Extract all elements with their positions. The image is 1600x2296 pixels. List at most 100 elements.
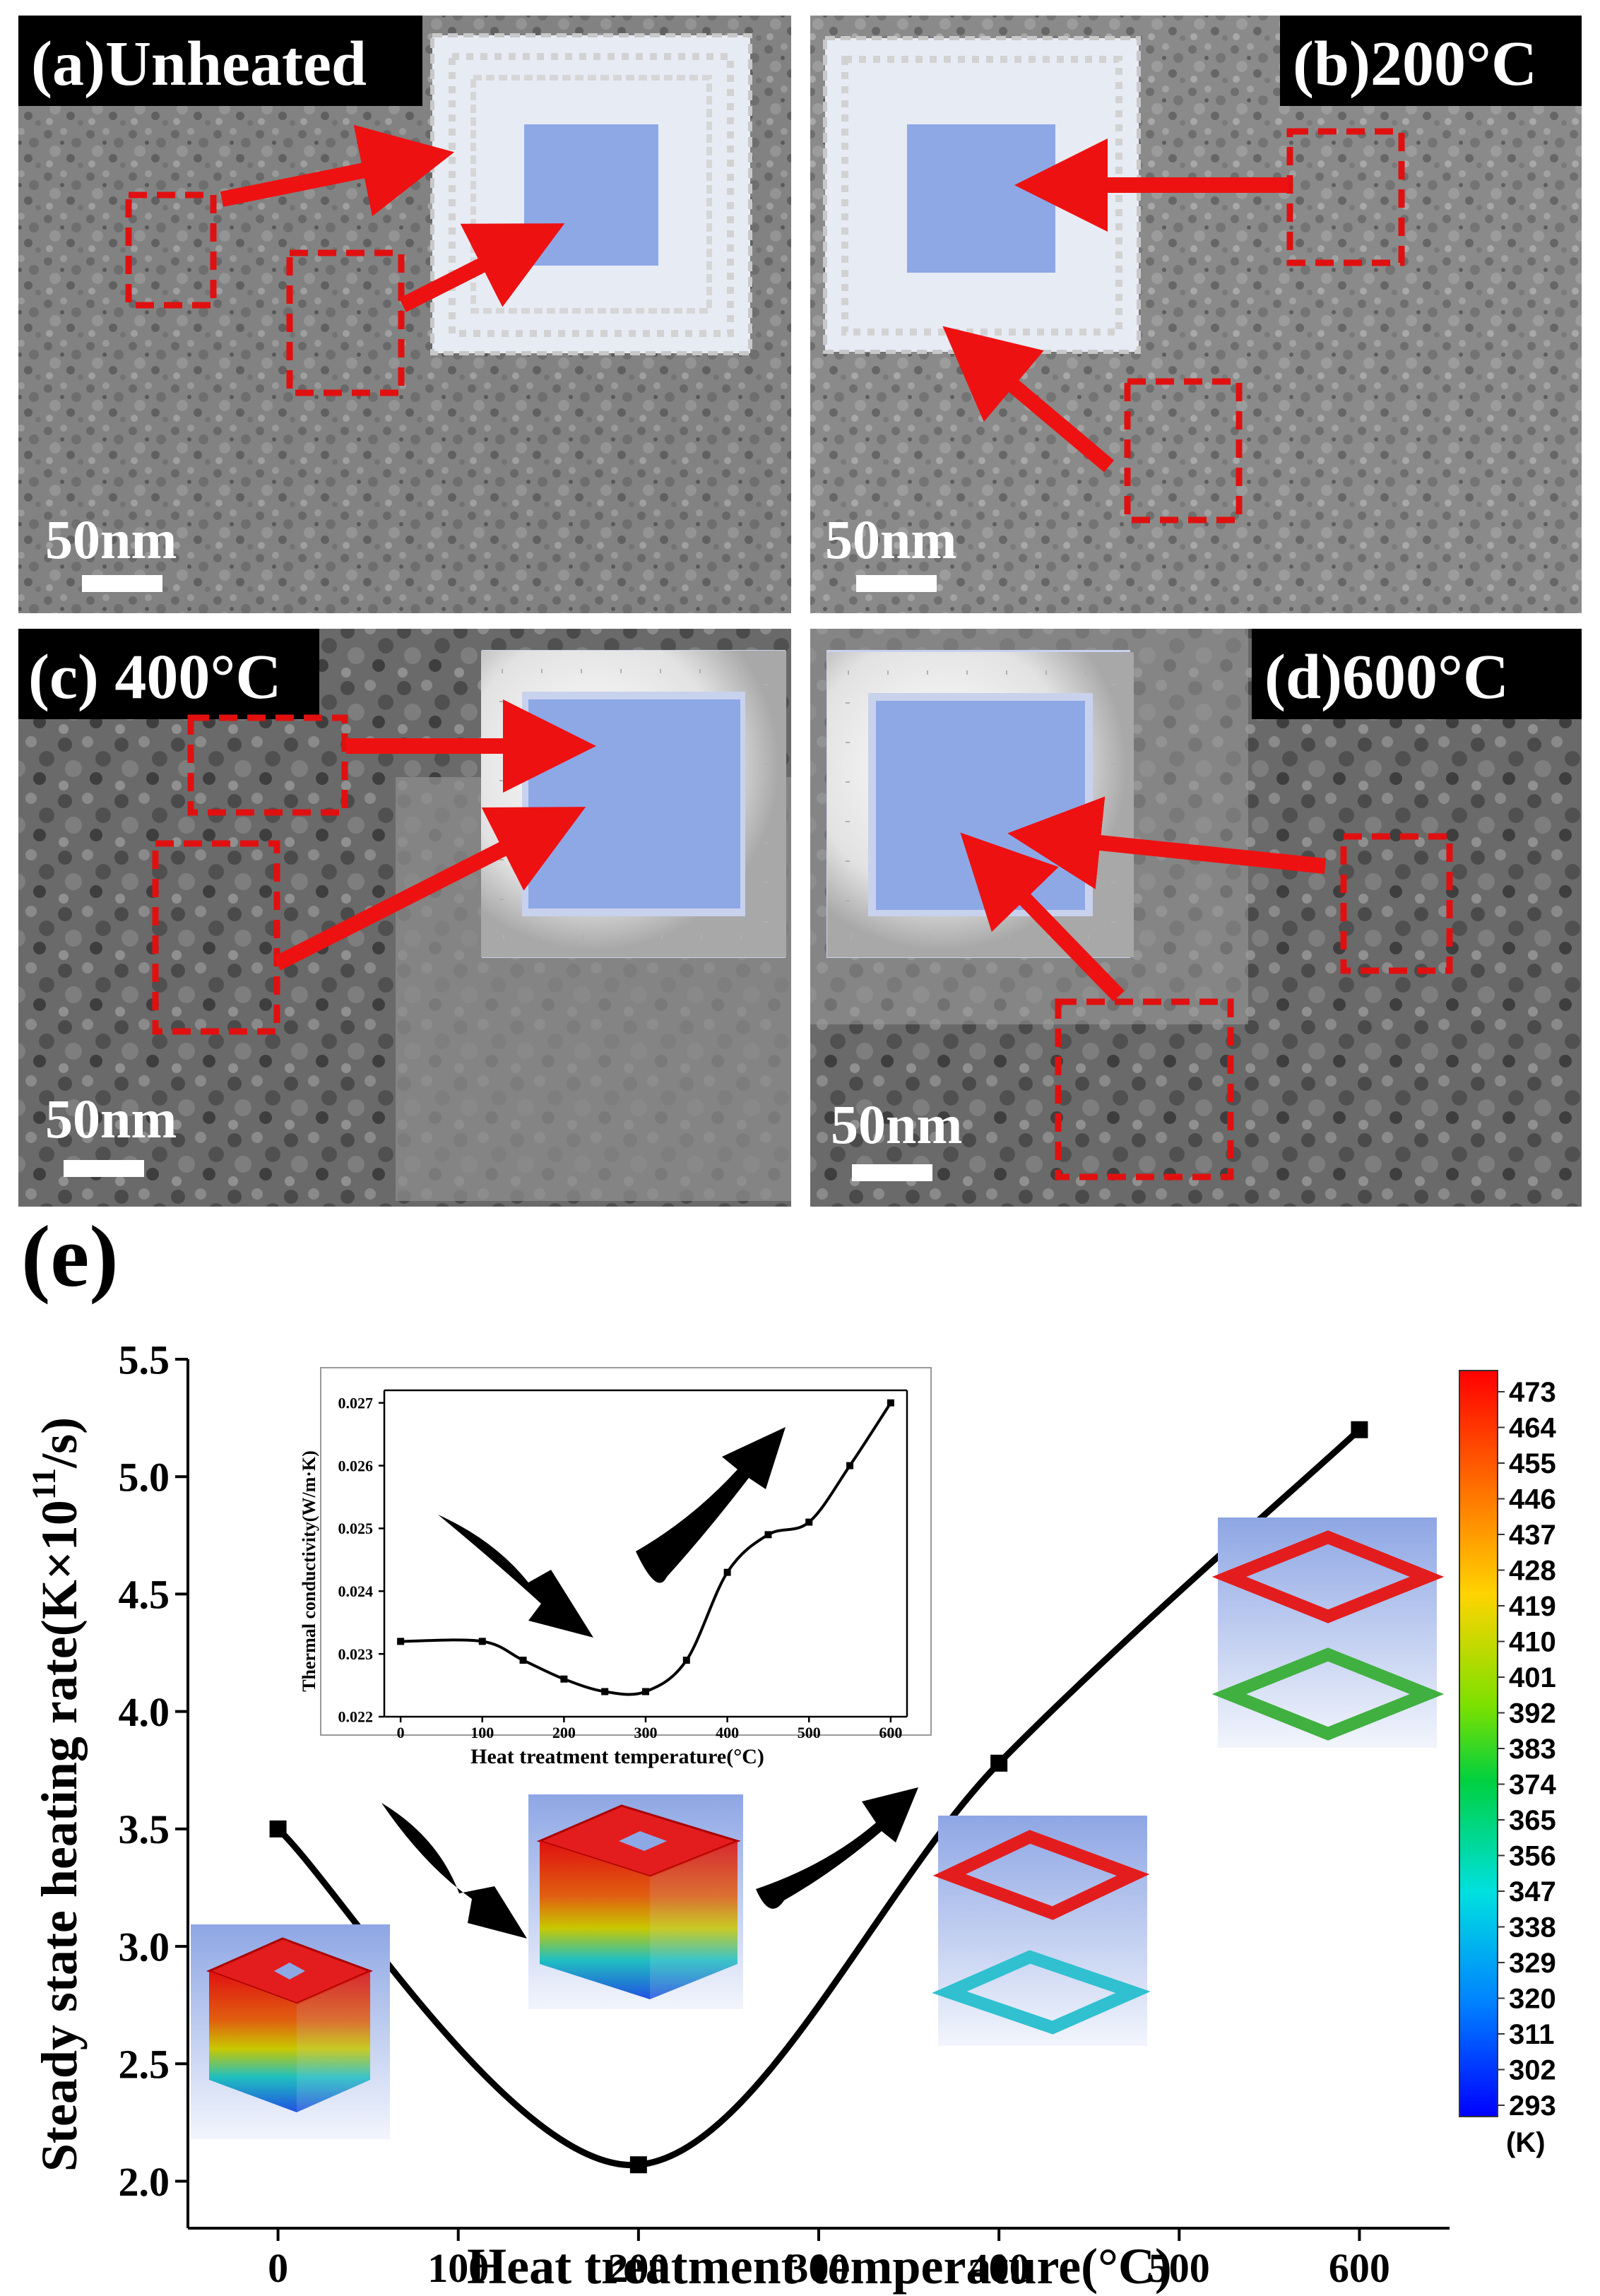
selection-box-d2 bbox=[1055, 998, 1234, 1180]
panel-c-label: (c) 400°C bbox=[28, 642, 281, 712]
colorbar-label-4: 437 bbox=[1509, 1520, 1556, 1551]
main-data-point-2 bbox=[990, 1754, 1008, 1772]
main-data-point-0 bbox=[269, 1820, 287, 1838]
panel-d-label: (d)600°C bbox=[1264, 642, 1509, 712]
arrow-a2 bbox=[399, 223, 565, 312]
pore-model-d bbox=[826, 650, 1134, 958]
inset-x-tick-label: 300 bbox=[634, 1724, 658, 1741]
main-y-tick-label: 5.0 bbox=[119, 1455, 170, 1501]
main-y-axis-label-end: /s) bbox=[31, 1417, 88, 1469]
arrow-d1 bbox=[1007, 796, 1327, 889]
colorbar-label-13: 356 bbox=[1509, 1841, 1556, 1872]
selection-box-b2 bbox=[1124, 378, 1243, 523]
inset-chart: 0 100 200 300 400 500 600 0.022 0.023 0.024 0.025 0… bbox=[299, 1367, 932, 1768]
inset-x-tick-label: 500 bbox=[798, 1724, 821, 1741]
colorbar-label-10: 383 bbox=[1509, 1734, 1556, 1765]
colorbar-label-6: 419 bbox=[1509, 1591, 1556, 1622]
trend-arrow-up-inset bbox=[636, 1427, 786, 1583]
inset-series-points bbox=[397, 1399, 894, 1696]
inset-data-point-3 bbox=[560, 1675, 568, 1683]
inset-data-point-2 bbox=[519, 1657, 527, 1664]
inset-data-point-10 bbox=[846, 1462, 854, 1469]
inset-y-tick-label: 0.026 bbox=[338, 1457, 374, 1474]
main-y-tick-label: 3.5 bbox=[119, 1806, 170, 1852]
panel-a-label: (a)Unheated bbox=[31, 29, 367, 99]
inset-data-point-7 bbox=[723, 1568, 731, 1576]
panel-b-label-box: (b)200°C bbox=[1280, 16, 1582, 106]
selection-box-c2 bbox=[152, 840, 280, 1035]
scale-bar-a: 50nm bbox=[45, 509, 177, 592]
arrow-d2 bbox=[960, 832, 1125, 1002]
trend-arrows-main bbox=[381, 1787, 918, 1939]
selection-box-a1 bbox=[125, 191, 217, 309]
main-x-tick-label: 500 bbox=[1149, 2245, 1210, 2291]
selection-box-c1 bbox=[187, 714, 348, 816]
main-series-curve bbox=[275, 1427, 1362, 2168]
scale-bar-b: 50nm bbox=[825, 509, 956, 592]
inset-x-tick-label: 0 bbox=[397, 1724, 405, 1741]
inset-data-point-0 bbox=[397, 1638, 405, 1645]
main-x-axis-label: Heat treatment temperature(°C) bbox=[467, 2238, 1172, 2295]
colorbar-labels: 473 464 455 446 437 428 419 410 401 392 383 374 365 3… bbox=[1498, 1377, 1556, 2122]
scale-bar-d: 50nm bbox=[831, 1094, 962, 1181]
main-data-point-1 bbox=[629, 2156, 647, 2174]
colorbar-label-20: 293 bbox=[1509, 2090, 1556, 2122]
main-y-axis-label-main: Steady state heating rate(K×10 bbox=[31, 1500, 88, 2172]
colorbar-label-1: 464 bbox=[1509, 1413, 1556, 1444]
inset-x-tick-label: 600 bbox=[879, 1724, 902, 1741]
colorbar-label-12: 365 bbox=[1509, 1805, 1556, 1836]
pore-model-b bbox=[823, 36, 1141, 354]
main-x-tick-label: 600 bbox=[1329, 2245, 1390, 2291]
colorbar-gradient bbox=[1459, 1370, 1498, 2117]
selection-box-b1 bbox=[1286, 128, 1405, 266]
inset-x-tick-label: 200 bbox=[552, 1724, 576, 1741]
trend-arrow-down-inset bbox=[438, 1515, 593, 1638]
main-data-point-3 bbox=[1351, 1421, 1368, 1438]
scale-bar-c-label: 50nm bbox=[45, 1088, 177, 1149]
inset-data-point-4 bbox=[601, 1688, 609, 1696]
selection-boxes bbox=[125, 128, 1453, 1180]
colorbar-label-15: 338 bbox=[1509, 1912, 1556, 1943]
panel-b-label: (b)200°C bbox=[1293, 29, 1537, 99]
colorbar-label-9: 392 bbox=[1509, 1698, 1556, 1729]
panel-c-label-box: (c) 400°C bbox=[18, 629, 319, 719]
inset-x-tick-label: 100 bbox=[470, 1724, 494, 1741]
main-series-points bbox=[269, 1421, 1368, 2174]
colorbar-label-14: 347 bbox=[1509, 1876, 1556, 1907]
main-y-tick-label: 5.5 bbox=[119, 1337, 170, 1383]
colorbar-label-3: 446 bbox=[1509, 1484, 1556, 1515]
colorbar-label-11: 374 bbox=[1509, 1770, 1556, 1801]
panel-d-label-box: (d)600°C bbox=[1252, 629, 1582, 719]
main-x-tick-label: 0 bbox=[268, 2245, 288, 2291]
scale-bar-d-label: 50nm bbox=[831, 1094, 962, 1155]
scale-bar-b-label: 50nm bbox=[825, 509, 956, 570]
colorbar-label-7: 410 bbox=[1509, 1627, 1556, 1658]
colorbar-label-5: 428 bbox=[1509, 1556, 1556, 1587]
main-y-axis-label: Steady state heating rate(K×1011/s) bbox=[25, 1417, 88, 2172]
panel-e-label: (e) bbox=[21, 1208, 119, 1305]
main-y-tick-label: 3.0 bbox=[119, 1924, 170, 1970]
colorbar-label-0: 473 bbox=[1509, 1377, 1556, 1408]
pointer-arrows bbox=[220, 124, 1327, 1002]
cube-model-unheated bbox=[191, 1924, 390, 2139]
main-x-tick-label: 300 bbox=[788, 2245, 850, 2291]
inset-y-tick-label: 0.027 bbox=[338, 1394, 374, 1412]
arrow-a1 bbox=[220, 124, 455, 217]
main-y-tick-label: 4.0 bbox=[119, 1689, 170, 1735]
colorbar-unit: (K) bbox=[1506, 2127, 1546, 2158]
pore-model-c bbox=[481, 650, 786, 958]
main-axes: 0 100 200 300 400 500 600 2.0 2.5 3.0 3.5 4.0 4.5 5.0… bbox=[119, 1337, 1450, 2291]
main-y-tick-label: 2.0 bbox=[119, 2159, 170, 2205]
inset-axes: 0 100 200 300 400 500 600 0.022 0.023 0.024 0.025 0… bbox=[338, 1389, 908, 1741]
trend-arrow-down-main bbox=[381, 1803, 527, 1939]
inset-y-tick-label: 0.023 bbox=[338, 1645, 374, 1663]
trend-arrows-inset bbox=[438, 1427, 786, 1638]
inset-series-curve bbox=[401, 1402, 892, 1696]
inset-y-axis-label: Thermal conductivity(W/m·K) bbox=[299, 1450, 319, 1692]
scale-bar-c: 50nm bbox=[45, 1088, 177, 1177]
main-x-tick-label: 200 bbox=[608, 2245, 669, 2291]
colorbar: 473 464 455 446 437 428 419 410 401 392 383 374 365 3… bbox=[1459, 1370, 1556, 2158]
inset-data-point-11 bbox=[887, 1399, 894, 1407]
cube-model-600 bbox=[1211, 1517, 1445, 1748]
inset-y-tick-label: 0.022 bbox=[338, 1708, 374, 1726]
